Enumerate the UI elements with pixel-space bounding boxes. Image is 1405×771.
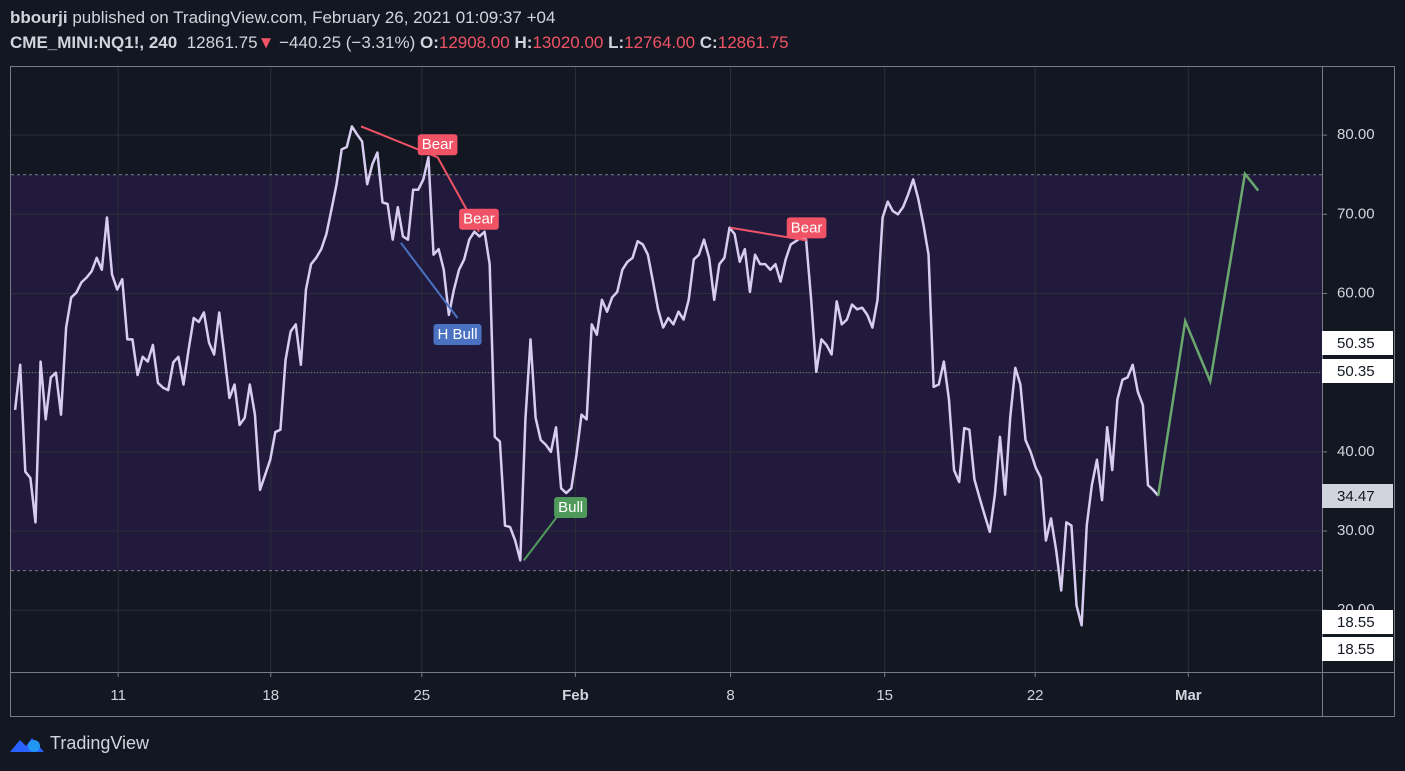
frame <box>10 66 1395 717</box>
price-label-bg <box>1322 484 1393 508</box>
l-label: L: <box>608 33 625 52</box>
pattern-line <box>400 242 459 319</box>
price-label-bg <box>1322 610 1393 634</box>
rsi-line <box>13 125 1160 627</box>
price-label: 50.35 <box>1322 331 1393 355</box>
pattern-label: Bull <box>558 499 583 516</box>
x-tick-label: 18 <box>262 687 279 704</box>
pattern-label: Bear <box>791 219 823 236</box>
y-tick-label: 60.00 <box>1337 284 1375 301</box>
down-arrow: ▼ <box>257 33 275 52</box>
c-label: C: <box>699 33 718 52</box>
pattern-label-bg <box>417 134 458 156</box>
price-label: 18.55 <box>1322 610 1393 634</box>
o-label: O: <box>419 33 439 52</box>
brand[interactable]: TradingView <box>50 733 150 753</box>
pattern-line <box>523 511 562 561</box>
x-tick-label: Feb <box>562 687 589 704</box>
pattern-label-bg <box>786 217 827 239</box>
x-tick-label: Mar <box>1175 687 1202 704</box>
publish-line: bbourji published on TradingView.com, Fe… <box>10 8 555 28</box>
quote-line: CME_MINI:NQ1!, 240 12861.75▼ −440.25 (−3… <box>10 33 789 53</box>
price-label-text: 50.35 <box>1337 363 1375 380</box>
y-tick-label: 70.00 <box>1337 205 1375 222</box>
x-tick-label: 15 <box>876 687 893 704</box>
y-tick-label: 30.00 <box>1337 522 1375 539</box>
l-value: 12764.00 <box>624 33 696 52</box>
price-label: 50.35 <box>1322 359 1393 383</box>
logo[interactable] <box>8 732 48 756</box>
price-label: 18.55 <box>1322 637 1393 661</box>
x-tick-label: 22 <box>1027 687 1044 704</box>
x-tick-label: 25 <box>413 687 430 704</box>
y-tick-label: 40.00 <box>1337 443 1375 460</box>
pattern-label: H Bull <box>438 326 478 343</box>
pattern-label-bg <box>459 208 499 230</box>
pattern-label-bg <box>554 497 588 519</box>
published: published on TradingView.com, February 2… <box>72 8 556 27</box>
price-label-bg <box>1322 331 1393 355</box>
symbol: CME_MINI:NQ1!, 240 <box>10 33 178 52</box>
price-label: 34.47 <box>1322 484 1393 508</box>
price-label-text: 18.55 <box>1337 614 1375 631</box>
price-label-bg <box>1322 359 1393 383</box>
x-tick-label: 11 <box>110 687 126 704</box>
logo-dot <box>28 740 40 752</box>
price-label-bg <box>1322 637 1393 661</box>
last: 12861.75 <box>186 33 258 52</box>
h-value: 13020.00 <box>532 33 604 52</box>
pattern-label: Bear <box>463 211 495 228</box>
c-value: 12861.75 <box>717 33 789 52</box>
pattern-label: Bear <box>422 136 454 153</box>
h-label: H: <box>514 33 533 52</box>
projection-line <box>1156 170 1260 496</box>
price-label-text: 34.47 <box>1337 488 1375 505</box>
x-tick-label: 8 <box>726 687 734 704</box>
y-tick-label: 80.00 <box>1337 126 1375 143</box>
price-label-text: 50.35 <box>1337 335 1375 352</box>
pattern-label-bg <box>433 324 482 346</box>
price-label-text: 18.55 <box>1337 641 1375 658</box>
o-value: 12908.00 <box>438 33 510 52</box>
change: −440.25 (−3.31%) <box>279 33 416 52</box>
author: bbourji <box>10 8 68 27</box>
